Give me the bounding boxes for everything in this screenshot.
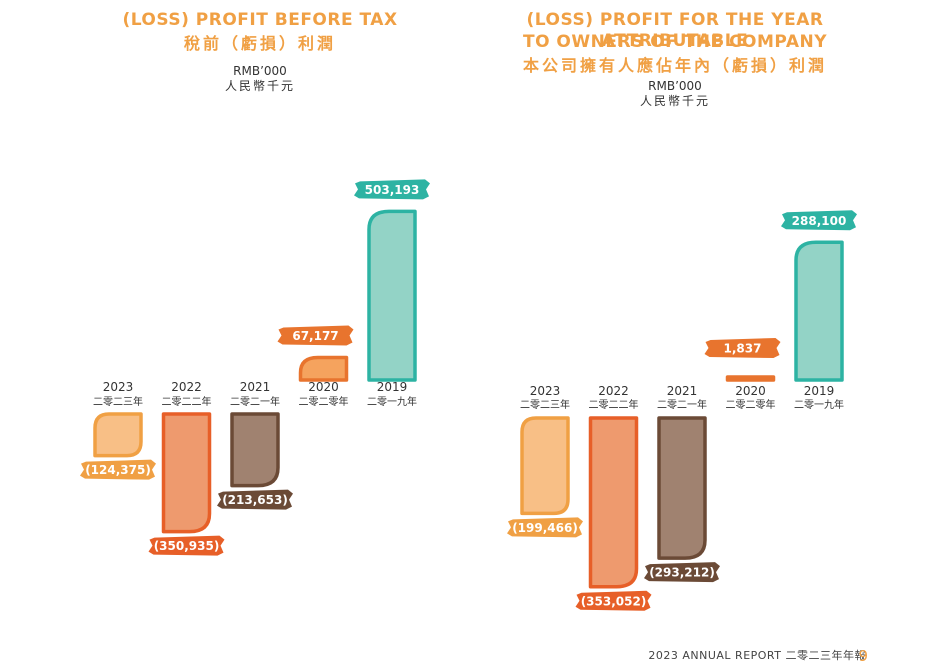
value-label-background [781,210,857,231]
category-label: 2021 [240,380,271,394]
value-label-background [148,535,225,556]
bar-2020 [725,375,776,382]
unit-label: RMB’000 [648,79,702,93]
bar-2020 [298,355,349,382]
value-label: (199,466) [512,521,578,535]
category-label-zh: 二零一九年 [794,398,844,411]
value-label-background [277,325,354,346]
category-label-zh: 二零二三年 [520,398,570,411]
category-label: 2023 [103,380,134,394]
bar-2022 [588,416,639,589]
page-number: 9 [858,647,868,665]
category-label-zh: 二零一九年 [367,395,417,408]
category-label: 2019 [377,380,408,394]
bar-2019 [794,240,844,382]
category-label-zh: 二零二三年 [93,395,143,408]
chart-panel-profit-before-tax: (LOSS) PROFIT BEFORE TAX 稅前（虧損）利潤 RMB’00… [50,0,470,667]
value-label: 67,177 [292,329,338,343]
footer-report-label: 2023 ANNUAL REPORT 二零二三年年報 [648,649,866,662]
category-label: 2020 [735,384,766,398]
value-label: (350,935) [154,539,220,553]
category-label: 2019 [804,384,835,398]
category-label-zh: 二零二零年 [726,398,776,411]
chart-title-line-2: TO OWNERS OF THE COMPANY [522,32,828,52]
chart-panel-profit-attributable: (LOSS) PROFIT FOR THE YEAR ATTRIBUTABLE … [455,0,895,667]
bar-2023 [520,416,570,516]
bar-2021 [657,416,707,560]
value-label-background [644,562,720,583]
category-label-zh: 二零二零年 [299,395,349,408]
category-label: 2021 [667,384,698,398]
value-label: 288,100 [792,214,847,228]
value-label-background [217,489,293,510]
value-label-background [575,590,652,611]
value-label-background [80,459,156,480]
value-label: (124,375) [85,463,151,477]
category-label-zh: 二零二二年 [589,398,639,411]
bar-2019 [367,209,417,382]
bar-2022 [161,412,212,534]
unit-label-zh: 人民幣千元 [224,79,295,93]
bar-2023 [93,412,143,458]
category-label-zh: 二零二一年 [230,395,280,408]
value-label-background [354,179,430,200]
chart-subtitle: 本公司擁有人應佔年內（虧損）利潤 [522,56,827,75]
category-label: 2022 [598,384,629,398]
value-label-background [704,338,781,358]
category-label-zh: 二零二二年 [162,395,212,408]
category-label-zh: 二零二一年 [657,398,707,411]
value-label: (213,653) [222,493,288,507]
value-label: 1,837 [724,342,762,356]
value-label: 503,193 [365,183,420,197]
category-label: 2022 [171,380,202,394]
chart-subtitle: 稅前（虧損）利潤 [183,34,336,53]
unit-label-zh: 人民幣千元 [639,94,710,108]
unit-label: RMB’000 [233,64,287,78]
value-label: (293,212) [649,566,715,580]
chart-title: (LOSS) PROFIT BEFORE TAX [122,10,398,30]
bar-2021 [230,412,280,488]
value-label: (353,052) [581,594,647,608]
chart-title-line-1: (LOSS) PROFIT FOR THE YEAR ATTRIBUTABLE [526,10,824,51]
category-label: 2020 [308,380,339,394]
category-label: 2023 [530,384,561,398]
value-label-background [507,517,583,538]
